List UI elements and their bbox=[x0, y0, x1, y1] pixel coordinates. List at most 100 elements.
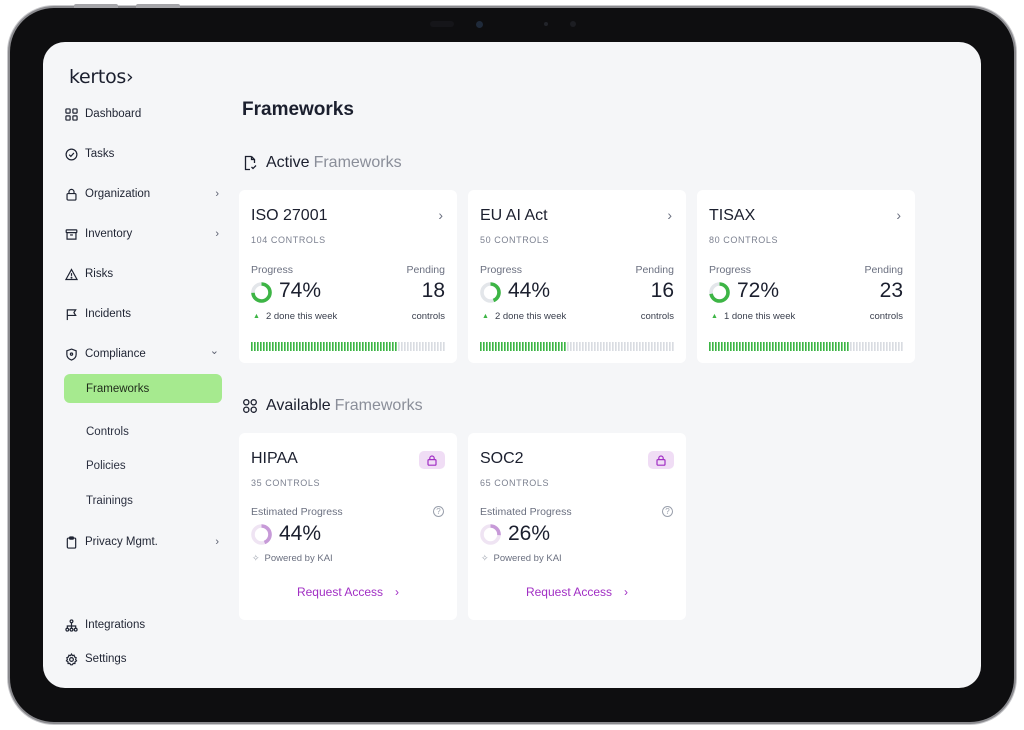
weekly-change: ▲ 2 done this week bbox=[482, 311, 566, 322]
lock-icon bbox=[656, 454, 666, 466]
sidebar-item-organization[interactable]: Organization › bbox=[65, 180, 225, 208]
sidebar-subitem-controls[interactable]: Controls bbox=[86, 426, 129, 438]
request-access-button[interactable]: Request Access › bbox=[239, 585, 457, 599]
powered-by-text: Powered by KAI bbox=[264, 553, 333, 564]
framework-card[interactable]: EU AI Act 50 CONTROLS › Progress Pending 44% 1… bbox=[468, 190, 686, 363]
locked-badge bbox=[648, 451, 674, 469]
chevron-right-icon: › bbox=[215, 228, 219, 240]
lock-icon bbox=[427, 454, 437, 466]
sidebar-item-label: Integrations bbox=[85, 619, 146, 631]
sidebar-item-label: Tasks bbox=[85, 148, 115, 160]
estimated-progress-ring bbox=[480, 524, 501, 545]
triangle-up-icon: ▲ bbox=[253, 313, 260, 320]
pending-count: 23 bbox=[879, 279, 903, 302]
kertos-logo[interactable]: kertos› bbox=[69, 66, 134, 88]
chevron-right-icon[interactable]: › bbox=[438, 207, 443, 223]
locked-badge bbox=[419, 451, 445, 469]
framework-name: SOC2 bbox=[480, 450, 524, 467]
sidebar-item-label: Privacy Mgmt. bbox=[85, 536, 158, 548]
framework-card[interactable]: ISO 27001 104 CONTROLS › Progress Pending 74%… bbox=[239, 190, 457, 363]
sidebar-item-compliance[interactable]: Compliance ⌄ bbox=[65, 340, 225, 368]
pending-label: Pending bbox=[635, 264, 674, 276]
estimated-progress-label: Estimated Progress bbox=[251, 506, 343, 518]
chevron-down-icon: ⌄ bbox=[209, 345, 219, 357]
chevron-right-icon: › bbox=[624, 585, 629, 599]
sidebar-item-label: Settings bbox=[85, 653, 127, 665]
sidebar-item-label: Compliance bbox=[85, 348, 146, 360]
sidebar-subitem-trainings[interactable]: Trainings bbox=[86, 495, 133, 507]
section-title-text: Active bbox=[266, 154, 310, 171]
sparkle-icon: ✧ bbox=[481, 553, 489, 563]
hardware-button bbox=[136, 4, 180, 8]
circles-grid-icon bbox=[243, 399, 257, 413]
document-check-icon bbox=[244, 155, 257, 171]
section-title-muted: Frameworks bbox=[313, 154, 402, 171]
camera-lens bbox=[476, 21, 483, 28]
clipboard-icon bbox=[66, 535, 77, 549]
controls-count: 80 CONTROLS bbox=[709, 235, 779, 245]
gear-icon bbox=[65, 652, 78, 665]
sidebar-item-label: Dashboard bbox=[85, 108, 142, 120]
pending-count: 16 bbox=[650, 279, 674, 302]
request-access-button[interactable]: Request Access › bbox=[468, 585, 686, 599]
estimated-progress-percent: 26% bbox=[508, 522, 551, 545]
progress-bar bbox=[251, 342, 445, 351]
check-circle-icon bbox=[65, 148, 78, 160]
available-frameworks-heading: Available Frameworks bbox=[242, 397, 423, 415]
sidebar-item-settings[interactable]: Settings bbox=[65, 645, 225, 673]
chevron-right-icon: › bbox=[215, 188, 219, 200]
chevron-right-icon[interactable]: › bbox=[896, 207, 901, 223]
progress-ring bbox=[480, 282, 501, 303]
sidebar-item-label: Inventory bbox=[85, 228, 133, 240]
request-access-label: Request Access bbox=[525, 585, 613, 599]
controls-count: 65 CONTROLS bbox=[480, 478, 550, 488]
available-framework-card[interactable]: SOC2 65 CONTROLS Estimated Progress? 26% ✧ Po… bbox=[468, 433, 686, 620]
pending-unit: controls bbox=[411, 311, 445, 322]
sidebar-subitem-policies[interactable]: Policies bbox=[86, 460, 126, 472]
sidebar-item-label: Risks bbox=[85, 268, 114, 280]
estimated-progress-percent: 44% bbox=[279, 522, 322, 545]
powered-by: ✧ Powered by KAI bbox=[252, 553, 333, 564]
triangle-up-icon: ▲ bbox=[711, 313, 718, 320]
progress-label: Progress bbox=[251, 264, 294, 276]
sidebar-item-tasks[interactable]: Tasks bbox=[65, 140, 225, 168]
sidebar-item-risks[interactable]: Risks bbox=[65, 260, 225, 288]
powered-by: ✧ Powered by KAI bbox=[481, 553, 562, 564]
framework-name: ISO 27001 bbox=[251, 207, 328, 224]
framework-name: EU AI Act bbox=[480, 207, 548, 224]
weekly-change: ▲ 1 done this week bbox=[711, 311, 795, 322]
archive-icon bbox=[65, 228, 78, 240]
warning-icon bbox=[65, 267, 78, 280]
camera-sensor bbox=[544, 22, 548, 26]
sparkle-icon: ✧ bbox=[252, 553, 260, 563]
section-title-muted: Frameworks bbox=[334, 397, 423, 414]
section-title-text: Available bbox=[266, 397, 331, 414]
help-icon[interactable]: ? bbox=[433, 506, 444, 517]
sidebar-item-inventory[interactable]: Inventory › bbox=[65, 220, 225, 248]
progress-ring bbox=[251, 282, 272, 303]
flag-icon bbox=[66, 308, 77, 320]
controls-count: 50 CONTROLS bbox=[480, 235, 550, 245]
page-title: Frameworks bbox=[242, 99, 354, 120]
help-icon[interactable]: ? bbox=[662, 506, 673, 517]
camera-sensor bbox=[570, 21, 576, 27]
pending-label: Pending bbox=[406, 264, 445, 276]
sidebar-item-dashboard[interactable]: Dashboard bbox=[65, 100, 225, 128]
sidebar-item-incidents[interactable]: Incidents bbox=[65, 300, 225, 328]
chevron-right-icon: › bbox=[215, 536, 219, 548]
powered-by-text: Powered by KAI bbox=[493, 553, 562, 564]
progress-percent: 74% bbox=[279, 279, 322, 302]
weekly-change-text: 2 done this week bbox=[265, 311, 338, 322]
framework-name: TISAX bbox=[709, 207, 756, 224]
app-screen: kertos› Dashboard Tasks Organization › I… bbox=[43, 42, 981, 688]
pending-count: 18 bbox=[421, 279, 445, 302]
sidebar-item-privacy-mgmt[interactable]: Privacy Mgmt. › bbox=[65, 528, 225, 556]
progress-percent: 44% bbox=[508, 279, 551, 302]
estimated-progress-label: Estimated Progress bbox=[480, 506, 572, 518]
framework-card[interactable]: TISAX 80 CONTROLS › Progress Pending 72% 23 ▲ 1 … bbox=[697, 190, 915, 363]
chevron-right-icon[interactable]: › bbox=[667, 207, 672, 223]
sidebar-item-integrations[interactable]: Integrations bbox=[65, 611, 225, 639]
progress-ring bbox=[709, 282, 730, 303]
available-framework-card[interactable]: HIPAA 35 CONTROLS Estimated Progress? 44% ✧ P… bbox=[239, 433, 457, 620]
sidebar-subitem-frameworks[interactable]: Frameworks bbox=[64, 374, 222, 403]
